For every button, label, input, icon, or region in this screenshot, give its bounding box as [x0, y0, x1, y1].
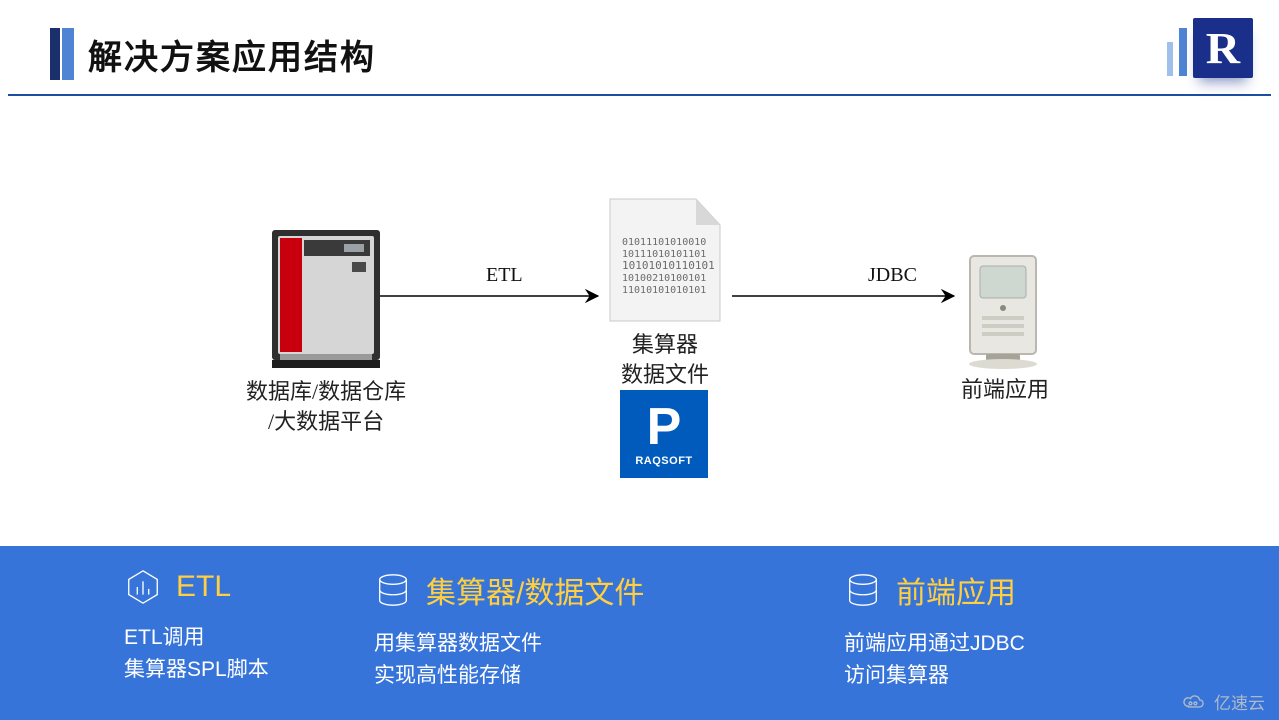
node-file-label: 集算器 数据文件 — [600, 330, 730, 389]
node-db-label-1: 数据库/数据仓库 — [246, 379, 406, 404]
svg-text:10101010110101: 10101010110101 — [622, 259, 715, 272]
svg-text:01011101010010: 01011101010010 — [622, 237, 706, 248]
binary-file-icon: 01011101010010 10111010101101 1010101011… — [600, 195, 730, 325]
footer-col-app-body: 前端应用通过JDBC 访问集算器 — [844, 628, 1144, 691]
footer-col-app: 前端应用 前端应用通过JDBC 访问集算器 — [844, 568, 1144, 720]
node-raqsoft: P RAQSOFT 集算器 — [620, 390, 686, 426]
svg-text:11010101010101: 11010101010101 — [622, 285, 706, 296]
node-app-label-1: 前端应用 — [961, 377, 1049, 402]
footer-col-etl-line2: 集算器SPL脚本 — [124, 658, 269, 681]
footer-col-app-line2: 访问集算器 — [844, 664, 949, 687]
node-file-label-1: 集算器 — [632, 332, 698, 357]
watermark: 亿速云 — [1180, 689, 1265, 714]
header: 解决方案应用结构 R — [8, 0, 1271, 96]
footer-band: ETL ETL调用 集算器SPL脚本 集算器/数据文件 用集算器数据文件 实现高… — [0, 546, 1279, 720]
footer-col-file-line1: 用集算器数据文件 — [374, 632, 542, 655]
architecture-diagram: ETL JDBC 数据库/数据仓库 /大数据平台 01011101010010 … — [0, 96, 1279, 546]
raqsoft-logo-brand: RAQSOFT — [635, 455, 692, 467]
raqsoft-logo-icon: P RAQSOFT — [620, 390, 708, 478]
footer-col-file-body: 用集算器数据文件 实现高性能存储 — [374, 628, 664, 691]
title-accent-bar-dark — [50, 28, 60, 80]
footer-col-file-head: 集算器/数据文件 — [374, 568, 664, 612]
page-title: 解决方案应用结构 — [88, 30, 376, 79]
logo-bars-icon — [1167, 28, 1187, 76]
footer-col-file-title: 集算器/数据文件 — [426, 568, 644, 612]
footer-col-etl-title: ETL — [176, 570, 231, 604]
node-db-label-2: /大数据平台 — [268, 409, 384, 434]
brand-logo: R — [1185, 18, 1261, 94]
edge-etl-label: ETL — [486, 264, 523, 287]
raqsoft-logo-letter: P — [647, 401, 682, 453]
cloud-icon — [1180, 693, 1208, 711]
database-icon — [374, 571, 412, 609]
footer-col-etl-body: ETL调用 集算器SPL脚本 — [124, 622, 364, 685]
hex-icon — [124, 568, 162, 606]
footer-col-file: 集算器/数据文件 用集算器数据文件 实现高性能存储 — [374, 568, 664, 720]
footer-col-etl-line1: ETL调用 — [124, 626, 205, 649]
brand-logo-letter: R — [1206, 23, 1240, 74]
node-app-label: 前端应用 — [960, 375, 1050, 405]
node-db: 数据库/数据仓库 /大数据平台 — [246, 222, 406, 436]
footer-col-file-line2: 实现高性能存储 — [374, 664, 521, 687]
app-server-icon — [960, 250, 1050, 370]
database-server-icon — [266, 222, 386, 372]
footer-col-app-head: 前端应用 — [844, 568, 1144, 612]
node-file-label-2: 数据文件 — [621, 362, 709, 387]
svg-text:10100210100101: 10100210100101 — [622, 273, 706, 284]
footer-col-app-line1: 前端应用通过JDBC — [844, 632, 1025, 655]
database-icon — [844, 571, 882, 609]
footer-col-app-title: 前端应用 — [896, 568, 1016, 612]
footer-col-etl: ETL ETL调用 集算器SPL脚本 — [124, 568, 364, 720]
footer-col-etl-head: ETL — [124, 568, 364, 606]
node-file: 01011101010010 10111010101101 1010101011… — [600, 195, 730, 389]
title-accent-bar-light — [62, 28, 74, 80]
node-db-label: 数据库/数据仓库 /大数据平台 — [246, 377, 406, 436]
watermark-text: 亿速云 — [1214, 689, 1265, 714]
brand-logo-r-icon: R — [1193, 18, 1253, 78]
node-app: 前端应用 — [960, 250, 1050, 405]
edge-jdbc-label: JDBC — [868, 264, 917, 287]
